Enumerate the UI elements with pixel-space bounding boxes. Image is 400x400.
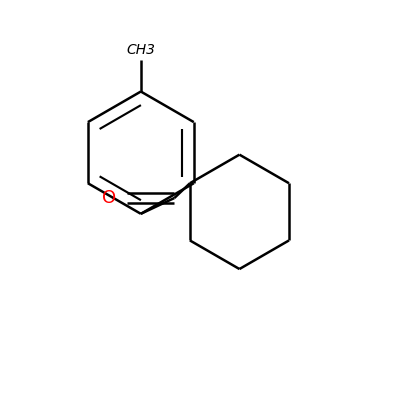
Text: O: O xyxy=(102,189,116,207)
Text: CH3: CH3 xyxy=(126,43,155,57)
